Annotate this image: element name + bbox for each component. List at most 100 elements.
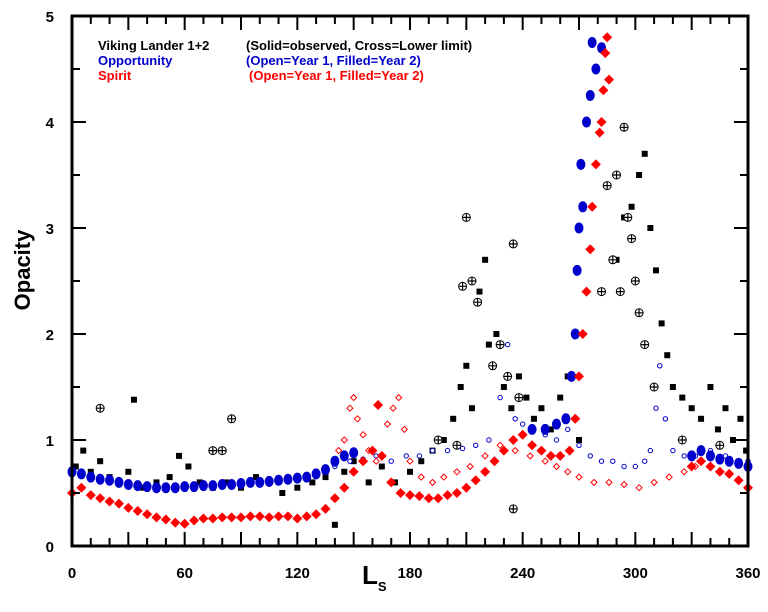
data-point	[227, 479, 237, 491]
tick-labels: 0 60 120 180 240 300 360 0 1 2 3 4 5	[46, 9, 761, 582]
data-point	[458, 281, 468, 291]
series-spirit_year1	[334, 393, 700, 492]
data-point	[620, 480, 628, 489]
data-point	[587, 201, 598, 212]
data-point	[512, 416, 518, 422]
data-point	[301, 511, 312, 522]
data-point	[508, 435, 519, 445]
x-tick-label: 120	[285, 565, 310, 582]
data-point	[440, 473, 448, 481]
data-point	[76, 468, 86, 480]
data-point	[657, 363, 663, 369]
data-point	[208, 446, 218, 456]
data-point	[418, 458, 425, 465]
data-point	[585, 90, 595, 101]
data-point	[508, 504, 518, 514]
data-point	[189, 515, 200, 526]
data-point	[245, 511, 256, 522]
data-point	[196, 479, 203, 486]
data-point	[488, 361, 498, 371]
data-point	[482, 256, 489, 263]
series-spirit_year2	[67, 32, 753, 529]
data-point	[526, 452, 534, 460]
data-point	[641, 150, 648, 157]
data-point	[85, 490, 96, 501]
data-point	[619, 122, 629, 132]
data-point	[577, 329, 588, 339]
data-point	[311, 509, 322, 520]
data-point	[600, 48, 611, 59]
data-point	[636, 172, 643, 178]
data-point	[104, 496, 115, 507]
data-point	[623, 212, 633, 222]
data-point	[72, 463, 79, 470]
x-tick-label: 240	[510, 565, 535, 582]
data-point	[236, 512, 246, 523]
data-point	[395, 393, 403, 402]
data-point	[217, 479, 227, 491]
data-point	[615, 287, 625, 297]
data-point	[497, 394, 503, 401]
data-point	[640, 340, 650, 350]
data-point	[123, 502, 134, 513]
data-point	[570, 328, 580, 340]
data-point	[722, 405, 729, 412]
data-point	[566, 370, 576, 382]
data-point	[621, 463, 627, 470]
data-point	[452, 440, 462, 450]
data-point	[273, 511, 284, 522]
data-point	[594, 127, 605, 138]
x-tick-label: 300	[623, 565, 648, 582]
data-point	[551, 418, 561, 430]
data-point	[581, 286, 592, 297]
data-point	[530, 415, 537, 422]
data-point	[598, 458, 605, 464]
data-point	[632, 463, 639, 470]
data-point	[553, 437, 560, 443]
x-tick-label: 0	[68, 565, 76, 582]
data-point	[170, 517, 181, 528]
x-tick-label: 60	[176, 565, 193, 582]
data-point	[322, 474, 329, 481]
data-point	[236, 477, 246, 489]
data-point	[388, 458, 394, 464]
data-point	[576, 158, 586, 170]
data-point	[151, 512, 162, 523]
data-point	[591, 63, 601, 75]
data-point	[198, 513, 209, 524]
data-point	[292, 513, 303, 524]
data-point	[309, 479, 316, 486]
data-point	[416, 453, 423, 459]
data-point	[340, 436, 348, 444]
data-point	[417, 473, 425, 481]
data-marks	[67, 32, 753, 529]
data-point	[264, 475, 274, 487]
data-point	[400, 425, 409, 434]
data-point	[442, 490, 453, 501]
data-point	[498, 445, 509, 456]
data-point	[653, 405, 659, 411]
data-point	[207, 513, 218, 524]
data-point	[189, 481, 199, 493]
data-point	[508, 239, 518, 249]
data-point	[346, 404, 354, 412]
data-point	[590, 478, 598, 487]
data-point	[476, 288, 483, 295]
data-point	[596, 117, 607, 127]
data-point	[564, 468, 572, 476]
data-point	[517, 429, 528, 440]
data-point	[461, 212, 471, 222]
data-point	[642, 458, 648, 464]
data-point	[450, 415, 457, 422]
data-point	[489, 456, 500, 467]
data-point	[733, 475, 744, 486]
data-point	[576, 437, 582, 443]
data-point	[604, 74, 615, 85]
data-point	[282, 511, 293, 522]
data-point	[541, 457, 549, 465]
data-point	[198, 480, 208, 492]
data-point	[321, 464, 330, 476]
data-point	[493, 331, 500, 337]
data-point	[635, 483, 643, 492]
